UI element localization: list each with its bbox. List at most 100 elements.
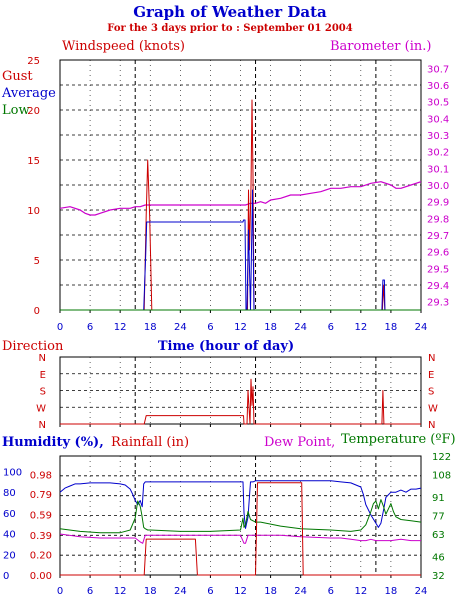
humidity-ytick-label: 80 <box>3 488 16 499</box>
barometer-ytick-label: 29.6 <box>427 248 449 259</box>
wind-ytick-label: 5 <box>34 256 40 267</box>
direction-left-label: N <box>39 353 46 364</box>
wind-xtick-label: 24 <box>294 322 307 333</box>
wind-xtick-label: 12 <box>234 322 247 333</box>
temperature-ytick-label: 108 <box>432 471 451 482</box>
humidity-xtick-label: 0 <box>57 586 63 597</box>
temperature-ytick-label: 91 <box>432 493 445 504</box>
series-temperature <box>59 499 422 534</box>
barometer-ytick-label: 29.5 <box>427 264 449 275</box>
wind-xtick-label: 6 <box>328 322 334 333</box>
humidity-ytick-label: 40 <box>3 530 16 541</box>
series-dew-point <box>59 533 421 544</box>
temperature-ytick-label: 63 <box>432 530 445 541</box>
humidity-xtick-label: 6 <box>328 586 334 597</box>
temperature-ytick-label: 122 <box>432 452 451 463</box>
temperature-label: Temperature (ºF) <box>341 432 456 447</box>
humidity-xtick-label: 24 <box>294 586 307 597</box>
wind-xtick-label: 6 <box>207 322 213 333</box>
humidity-xtick-label: 6 <box>207 586 213 597</box>
windspeed-label: Windspeed (knots) <box>62 39 185 54</box>
wind-xtick-label: 24 <box>415 322 428 333</box>
direction-left-label: N <box>39 420 46 431</box>
rainfall-ytick-label: 0.20 <box>30 550 52 561</box>
series-gust <box>60 99 421 311</box>
wind-xtick-label: 12 <box>114 322 127 333</box>
humidity-xtick-label: 18 <box>385 586 398 597</box>
humidity-ytick-label: 60 <box>3 509 16 520</box>
barometer-ytick-label: 30.6 <box>427 81 449 92</box>
grid-layer <box>59 59 422 578</box>
chart-title: Graph of Weather Data <box>133 3 327 21</box>
wind-xtick-label: 18 <box>144 322 157 333</box>
humidity-xtick-label: 12 <box>354 586 367 597</box>
low-legend: Low <box>2 103 30 118</box>
barometer-ytick-label: 30.0 <box>427 181 449 192</box>
gust-legend: Gust <box>2 69 33 84</box>
wind-ytick-label: 10 <box>27 206 40 217</box>
series-direction <box>60 378 421 425</box>
barometer-ytick-label: 29.3 <box>427 298 449 309</box>
barometer-ytick-label: 30.5 <box>427 98 449 109</box>
temperature-ytick-label: 32 <box>432 571 445 582</box>
direction-right-label: S <box>428 387 434 398</box>
barometer-label: Barometer (in.) <box>330 39 431 54</box>
direction-right-label: N <box>428 353 435 364</box>
rainfall-label: Rainfall (in) <box>111 435 189 450</box>
wind-ytick-label: 15 <box>27 156 40 167</box>
humidity-label: Humidity (%), <box>2 435 104 450</box>
humidity-xtick-label: 12 <box>114 586 127 597</box>
wind-xtick-label: 24 <box>174 322 187 333</box>
barometer-ytick-label: 30.3 <box>427 131 449 142</box>
series-rainfall <box>60 482 421 576</box>
wind-xtick-label: 18 <box>385 322 398 333</box>
dewpoint-label: Dew Point, <box>264 435 335 450</box>
wind-ytick-label: 20 <box>27 106 40 117</box>
average-legend: Average <box>1 86 56 101</box>
wind-xtick-label: 6 <box>87 322 93 333</box>
barometer-ytick-label: 29.7 <box>427 231 449 242</box>
direction-right-label: N <box>428 420 435 431</box>
series-layer <box>59 99 422 576</box>
wind-xtick-label: 0 <box>57 322 63 333</box>
direction-right-label: W <box>428 403 438 414</box>
direction-label: Direction <box>2 339 64 354</box>
chart-subtitle: For the 3 days prior to : September 01 2… <box>107 23 352 34</box>
humidity-xtick-label: 18 <box>144 586 157 597</box>
series-humidity <box>59 480 422 529</box>
direction-left-label: W <box>36 403 46 414</box>
barometer-ytick-label: 30.4 <box>427 114 449 125</box>
rainfall-ytick-label: 0.00 <box>30 571 52 582</box>
direction-left-label: E <box>40 370 46 381</box>
tick-label-layer: 0 5 10 15 20 25 29.3 29.4 29.5 29.6 29.7 29.8 29.9 30… <box>3 56 451 597</box>
humidity-xtick-label: 24 <box>415 586 428 597</box>
barometer-ytick-label: 30.7 <box>427 64 449 75</box>
direction-right-label: E <box>428 370 434 381</box>
wind-xtick-label: 18 <box>264 322 277 333</box>
humidity-xtick-label: 24 <box>174 586 187 597</box>
temperature-ytick-label: 46 <box>432 552 445 563</box>
humidity-xtick-label: 12 <box>234 586 247 597</box>
wind-ytick-label: 0 <box>34 306 40 317</box>
barometer-ytick-label: 29.8 <box>427 214 449 225</box>
humidity-ytick-label: 0 <box>3 571 9 582</box>
direction-left-label: S <box>40 387 46 398</box>
barometer-ytick-label: 30.2 <box>427 148 449 159</box>
humidity-xtick-label: 18 <box>264 586 277 597</box>
barometer-ytick-label: 29.9 <box>427 198 449 209</box>
wind-ytick-label: 25 <box>27 56 40 67</box>
barometer-ytick-label: 30.1 <box>427 164 449 175</box>
temperature-ytick-label: 77 <box>432 512 445 523</box>
rainfall-ytick-label: 0.98 <box>30 470 52 481</box>
x-axis-label: Time (hour of day) <box>158 339 294 354</box>
rainfall-ytick-label: 0.59 <box>30 510 52 521</box>
humidity-ytick-label: 20 <box>3 550 16 561</box>
humidity-xtick-label: 6 <box>87 586 93 597</box>
barometer-ytick-label: 29.4 <box>427 281 449 292</box>
rainfall-ytick-label: 0.79 <box>30 490 52 501</box>
wind-xtick-label: 12 <box>354 322 367 333</box>
rainfall-ytick-label: 0.39 <box>30 531 52 542</box>
humidity-ytick-label: 100 <box>3 468 22 479</box>
